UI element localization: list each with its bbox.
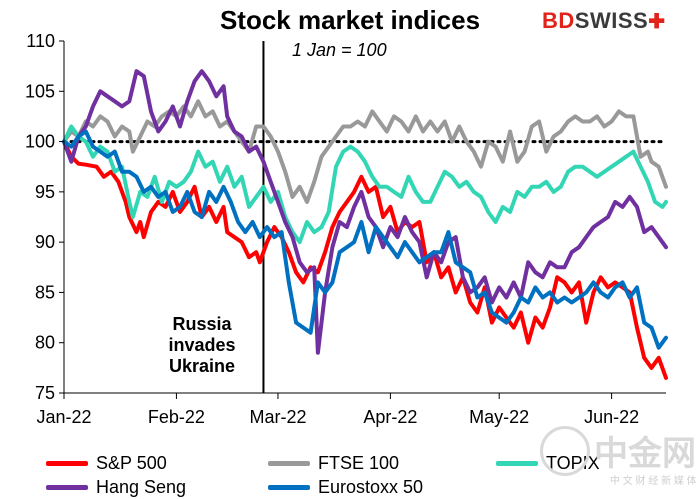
swiss-cross-icon: ✚ xyxy=(648,11,666,33)
y-tick-label-110: 110 xyxy=(26,31,55,51)
legend-label-hangseng: Hang Seng xyxy=(96,476,187,497)
series-line-s-p-500 xyxy=(62,139,668,380)
legend-swatch-ftse xyxy=(268,460,310,466)
chart-series-layer xyxy=(62,69,668,380)
legend-item-hangseng: Hang Seng xyxy=(46,476,186,498)
y-tick-label-95: 95 xyxy=(35,182,55,202)
legend-label-sp500: S&P 500 xyxy=(96,452,167,473)
annotation-line-1: Russia xyxy=(172,314,232,334)
series-line-ftse-100 xyxy=(62,99,668,204)
x-tick-label-feb-22: Feb-22 xyxy=(148,407,205,427)
watermark: 中金网 中 文 财 经 新 媒 体 xyxy=(540,418,700,498)
x-tick-label-apr-22: Apr-22 xyxy=(363,407,417,427)
legend-item-sp500: S&P 500 xyxy=(46,452,167,474)
annotation-line-3: Ukraine xyxy=(168,356,236,376)
chart-axis-layer: 75 80 85 90 95 100 105 110 Jan-22 Feb-22 Mar-22 Apr… xyxy=(25,31,666,427)
legend-swatch-sp500 xyxy=(46,460,88,466)
chart-reference-layer xyxy=(62,41,668,393)
y-tick-label-105: 105 xyxy=(25,81,55,101)
chart-title: Stock market indices xyxy=(219,5,481,35)
legend-swatch-eurostoxx xyxy=(268,484,310,490)
x-tick-label-jan-22: Jan-22 xyxy=(36,407,91,427)
logo-swiss-text: SWISS xyxy=(574,8,649,33)
event-annotation: Russia invades Ukraine xyxy=(160,314,244,377)
x-tick-label-mar-22: Mar-22 xyxy=(249,407,306,427)
x-tick-label-jun-22: Jun-22 xyxy=(584,407,639,427)
chart-subtitle: 1 Jan = 100 xyxy=(292,40,387,60)
legend-item-eurostoxx: Eurostoxx 50 xyxy=(268,476,423,498)
y-tick-label-80: 80 xyxy=(35,333,55,353)
watermark-text: 中金网 xyxy=(594,434,696,474)
legend-label-eurostoxx: Eurostoxx 50 xyxy=(318,476,424,497)
legend-item-ftse: FTSE 100 xyxy=(268,452,399,474)
logo-bd-text: BD xyxy=(542,8,575,33)
annotation-line-2: invades xyxy=(168,335,236,355)
series-line-eurostoxx-50 xyxy=(62,129,668,350)
series-line-topix xyxy=(62,124,668,245)
legend-swatch-hangseng xyxy=(46,484,88,490)
watermark-globe-icon xyxy=(540,426,590,476)
y-tick-label-100: 100 xyxy=(25,132,55,152)
chart-legend: S&P 500 FTSE 100 TOPIX Hang Seng Eurosto… xyxy=(0,448,700,499)
x-tick-label-may-22: May-22 xyxy=(469,407,529,427)
y-tick-label-90: 90 xyxy=(35,232,55,252)
legend-swatch-topix xyxy=(496,460,538,466)
legend-label-ftse: FTSE 100 xyxy=(318,452,400,473)
series-line-hang-seng xyxy=(62,69,668,355)
y-tick-label-75: 75 xyxy=(35,383,55,403)
bdswiss-logo: BDSWISS✚ xyxy=(542,8,665,34)
y-tick-label-85: 85 xyxy=(35,282,55,302)
watermark-subtext: 中 文 财 经 新 媒 体 xyxy=(610,476,697,487)
